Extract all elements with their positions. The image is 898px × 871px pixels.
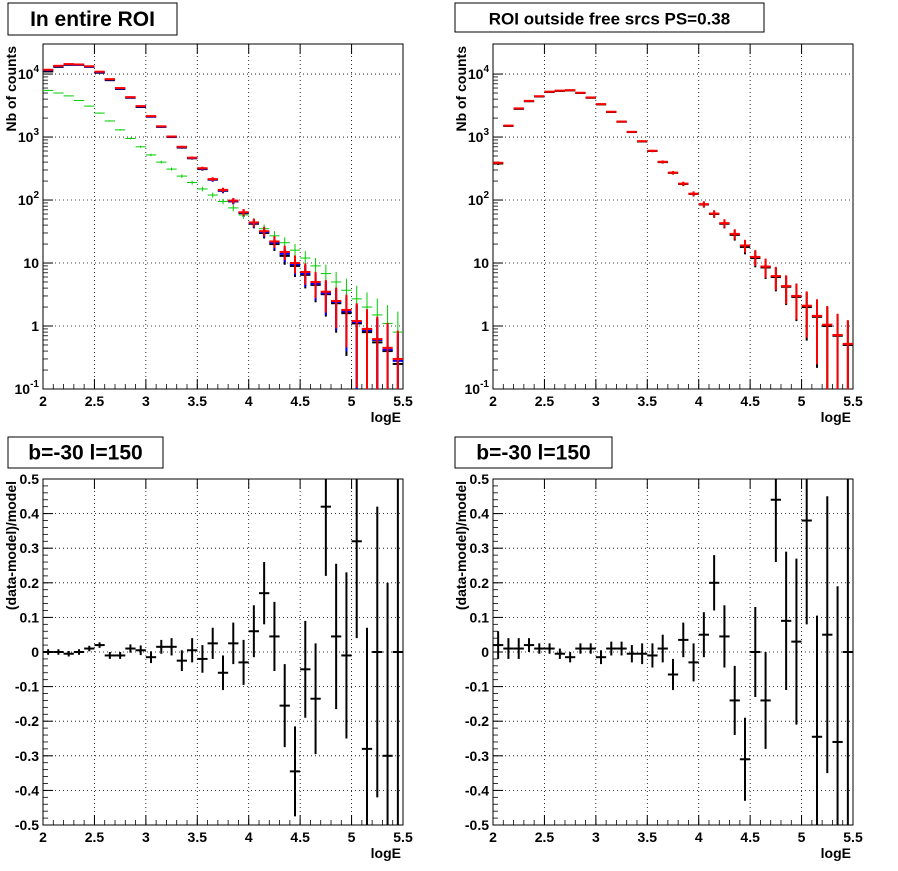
x-tick-label: 5.5 [843,829,863,845]
x-tick-label: 4.5 [290,393,310,409]
y-tick-label: -0.4 [15,782,39,798]
y-tick-label: 0.5 [470,471,490,487]
x-tick-label: 2.5 [85,393,105,409]
x-tick-label: 2.5 [535,829,555,845]
y-tick-label: 104 [18,64,40,82]
x-tick-label: 3.5 [638,393,658,409]
y-tick-label: 0.2 [470,575,490,591]
y-tick-label: -0.3 [15,748,39,764]
y-tick-label: 10-1 [465,379,490,397]
y-tick-label: -0.1 [465,679,489,695]
y-tick-label: 10-1 [15,379,40,397]
x-tick-label: 3.5 [638,829,658,845]
chart-panel-1: 2 2.5 3 3.5 4 4.5 5 5.5 10-1 1 10 102 103 104 logE Nb o… [3,2,413,425]
x-tick-label: 3 [142,829,150,845]
y-tick-label: 104 [468,64,490,82]
y-tick-label: 0.1 [470,609,490,625]
chart-title-box [454,2,765,33]
y-tick-label: 0.1 [20,609,40,625]
y-tick-label: 103 [468,127,490,145]
y-tick-label: 0.2 [20,575,40,591]
residual-series [43,479,403,825]
x-tick-label: 2 [489,393,497,409]
x-tick-label: 4.5 [290,829,310,845]
y-tick-label: -0.2 [15,713,39,729]
x-axis-label: logE [821,845,851,861]
x-tick-label: 3 [142,393,150,409]
y-tick-label: 0 [481,644,489,660]
chart-title: In entire ROI [30,8,155,31]
residual-series [493,479,853,825]
chart-title: b=-30 l=150 [28,442,142,465]
chart-title-box [7,2,178,36]
y-tick-label: -0.4 [465,782,489,798]
y-tick-label: 0 [31,644,39,660]
chart-panel-4: 2 2.5 3 3.5 4 4.5 5 5.5 -0.5 -0.4 -0.3 -0.2 -0.1 0 0.1… [453,436,863,861]
x-tick-label: 4.5 [740,829,760,845]
y-axis-label: Nb of counts [3,46,19,132]
y-tick-label: 0.4 [20,506,40,522]
y-tick-label: 1 [31,318,39,334]
x-tick-label: 4 [695,393,703,409]
plot-frame [42,43,404,390]
x-tick-label: 4 [245,829,253,845]
chart-title-box [7,436,164,469]
x-tick-label: 4 [245,393,253,409]
x-tick-label: 2.5 [85,829,105,845]
x-tick-label: 4 [695,829,703,845]
x-tick-label: 2 [39,393,47,409]
x-tick-label: 2 [39,829,47,845]
chart-panel-2: 2 2.5 3 3.5 4 4.5 5 5.5 10-1 1 10 102 103 104 logE Nb o… [453,2,863,425]
y-tick-label: 0.4 [470,506,490,522]
plot-frame [492,43,854,390]
y-tick-label: 102 [18,190,40,208]
x-tick-label: 5.5 [393,829,413,845]
y-tick-label: 103 [18,127,40,145]
x-tick-label: 3 [592,393,600,409]
x-tick-label: 5.5 [843,393,863,409]
y-axis-label: Nb of counts [453,46,469,132]
chart-title: ROI outside free srcs PS=0.38 [489,10,730,29]
y-tick-label: 0.3 [470,540,490,556]
y-tick-label: 102 [468,190,490,208]
x-tick-label: 5 [348,829,356,845]
x-tick-label: 5.5 [393,393,413,409]
y-tick-label: 10 [473,255,489,271]
y-axis-label: (data-model)/model [3,481,19,610]
chart-panel-3: 2 2.5 3 3.5 4 4.5 5 5.5 -0.5 -0.4 -0.3 -0.2 -0.1 0 0.1… [3,436,413,861]
x-tick-label: 3.5 [188,829,208,845]
y-tick-label: 1 [481,318,489,334]
x-tick-label: 3.5 [188,393,208,409]
chart-title: b=-30 l=150 [476,442,590,465]
x-axis-label: logE [371,409,401,425]
x-tick-label: 5 [798,393,806,409]
x-axis-label: logE [371,845,401,861]
y-tick-label: -0.5 [15,817,39,833]
y-tick-label: 0.3 [20,540,40,556]
y-tick-label: -0.1 [15,679,39,695]
y-axis-label: (data-model)/model [453,481,469,610]
series-4 [43,63,403,389]
x-axis-label: logE [821,409,851,425]
y-tick-label: 0.5 [20,471,40,487]
x-tick-label: 3 [592,829,600,845]
series-2 [493,89,853,389]
y-tick-label: -0.3 [465,748,489,764]
y-tick-label: -0.2 [465,713,489,729]
y-tick-label: 10 [23,255,39,271]
x-tick-label: 2.5 [535,393,555,409]
x-tick-label: 2 [489,829,497,845]
y-tick-label: -0.5 [465,817,489,833]
x-tick-label: 4.5 [740,393,760,409]
x-tick-label: 5 [348,393,356,409]
x-tick-label: 5 [798,829,806,845]
chart-title-box [454,436,613,469]
